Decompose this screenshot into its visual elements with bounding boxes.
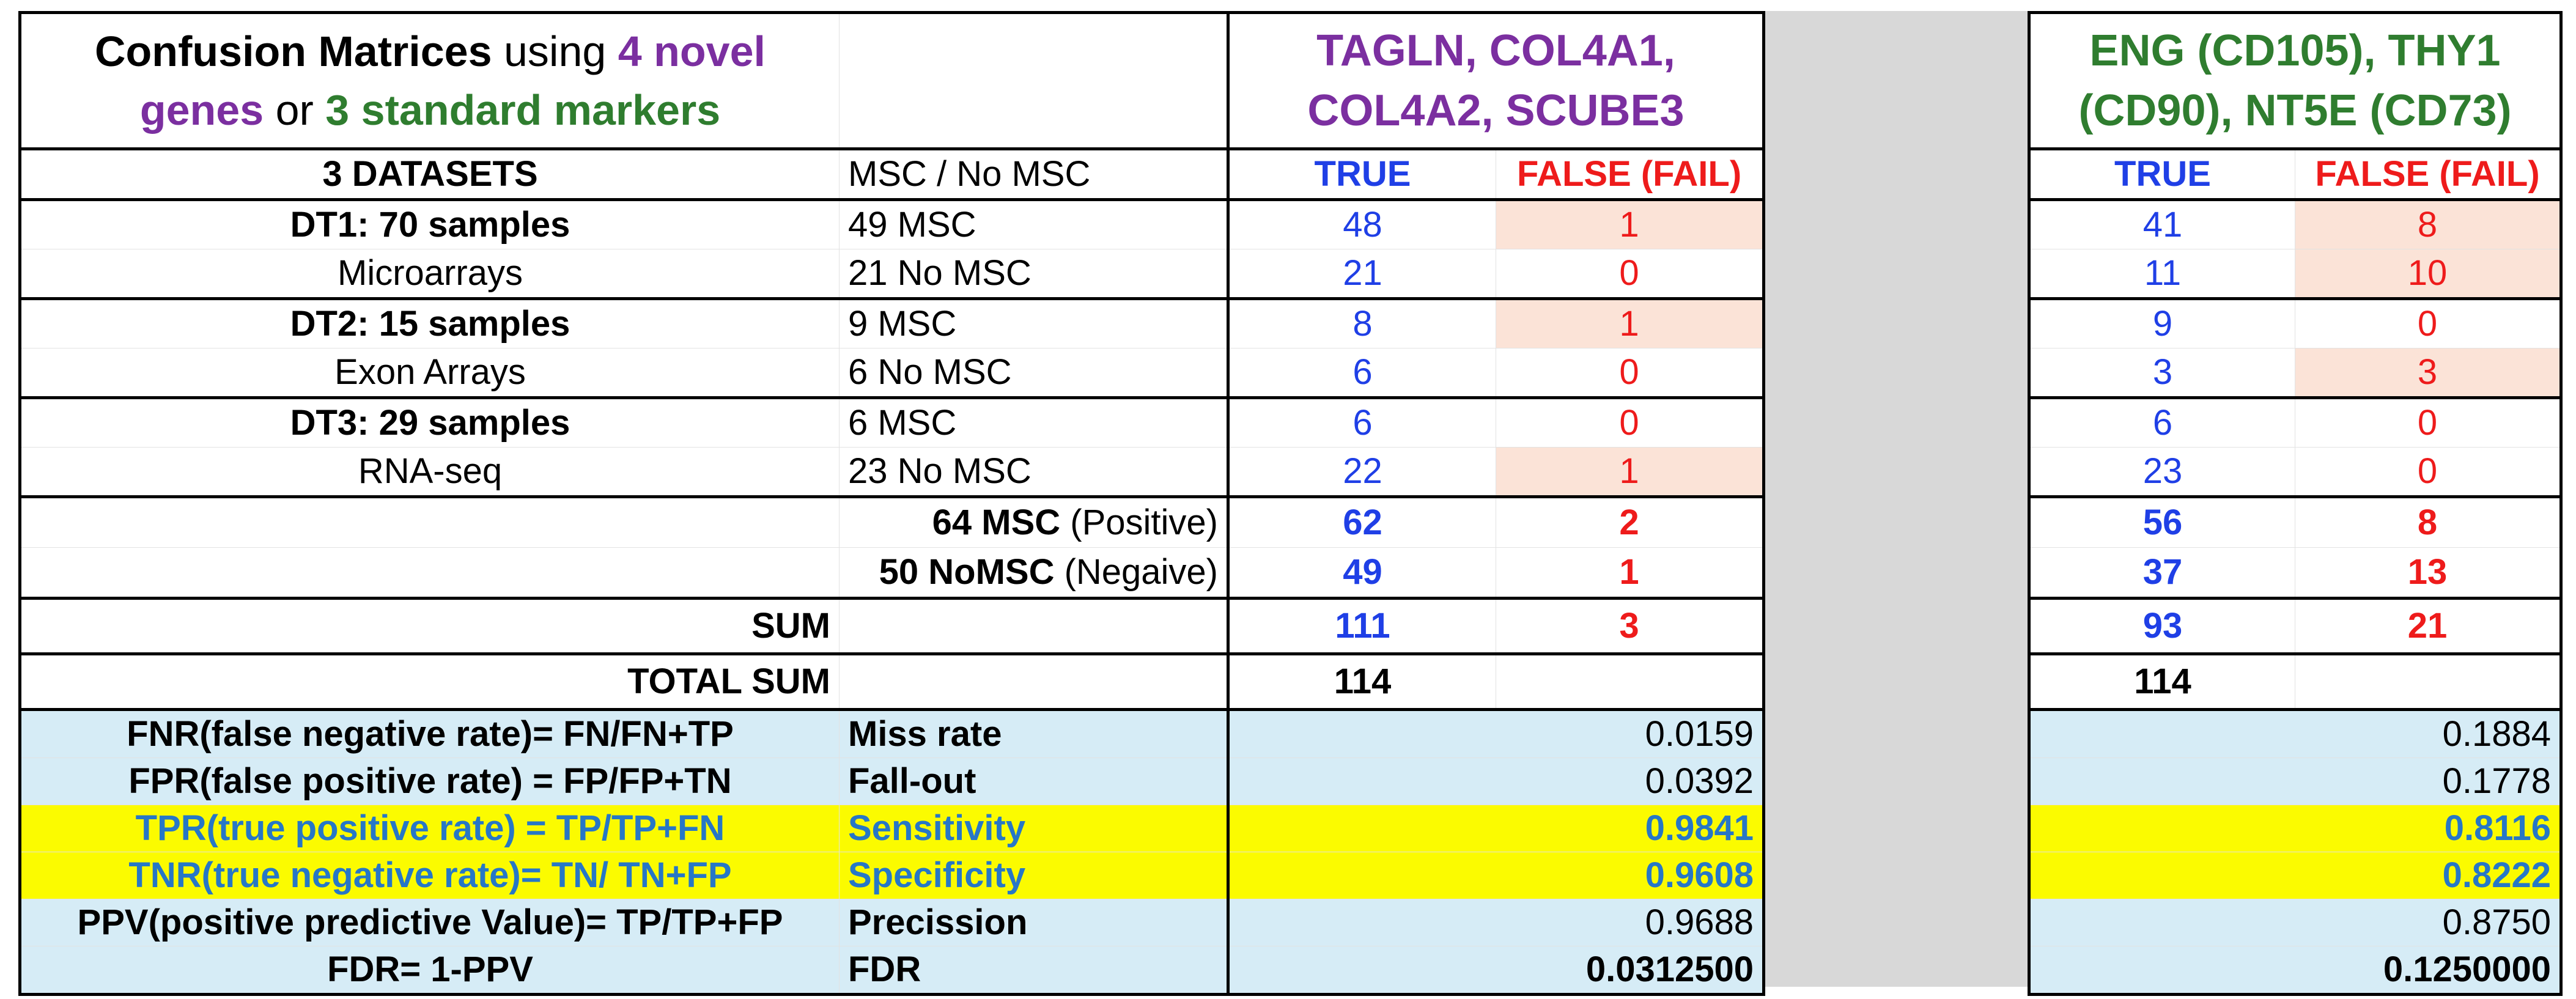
stat-formula: TPR(true positive rate) = TP/TP+FN	[18, 805, 840, 852]
panel-b-negative-false: 13	[2295, 547, 2563, 600]
blank-cell	[1496, 654, 1765, 711]
negative-total-label: 50 NoMSC (Negaive)	[839, 547, 1228, 600]
dataset-label: RNA-seq	[18, 447, 840, 498]
panel-a-false-value: 1	[1496, 199, 1765, 249]
panel-a-stat-value: 0.0159	[1227, 709, 1765, 758]
panel-a-true-value: 6	[1227, 348, 1496, 399]
blank-cell	[18, 547, 840, 600]
stat-formula: TNR(true negative rate)= TN/ TN+FP	[18, 852, 840, 899]
stat-formula: PPV(positive predictive Value)= TP/TP+FP	[18, 899, 840, 946]
panel-a-false-header: FALSE (FAIL)	[1496, 147, 1765, 201]
panel-a-true-value: 21	[1227, 249, 1496, 300]
panel-b-gene-list: ENG (CD105), THY1 (CD90), NT5E (CD73)	[2028, 11, 2563, 149]
panel-b-true-value: 9	[2028, 298, 2295, 348]
panel-b-false-value: 3	[2295, 348, 2563, 399]
blank-header-cell	[839, 11, 1228, 149]
panel-a-stat-value: 0.0312500	[1227, 946, 1765, 996]
stat-formula: FNR(false negative rate)= FN/FN+TP	[18, 709, 840, 758]
group-label: 49 MSC	[839, 199, 1228, 249]
dataset-label: Exon Arrays	[18, 348, 840, 399]
panel-a-false-value: 0	[1496, 348, 1765, 399]
panel-a-gene-list: TAGLN, COL4A1, COL4A2, SCUBE3	[1227, 11, 1765, 149]
panel-a-false-value: 0	[1496, 249, 1765, 300]
panel-a-negative-false: 1	[1496, 547, 1765, 600]
panel-b-sum-false: 21	[2295, 597, 2563, 655]
panel-a-stat-value: 0.9841	[1227, 805, 1765, 852]
total-sum-label: TOTAL SUM	[18, 654, 840, 711]
stat-formula: FDR= 1-PPV	[18, 946, 840, 996]
dataset-label: DT1: 70 samples	[18, 199, 840, 249]
panel-b-stat-value: 0.8750	[2028, 899, 2563, 946]
group-label: 9 MSC	[839, 298, 1228, 348]
panel-b-false-value: 0	[2295, 447, 2563, 498]
panel-a-true-value: 22	[1227, 447, 1496, 498]
panel-a-true-header: TRUE	[1227, 147, 1496, 201]
panel-b-sum-true: 93	[2028, 597, 2295, 655]
panel-a-true-value: 6	[1227, 397, 1496, 448]
panel-b-stat-value: 0.8222	[2028, 852, 2563, 899]
panel-b-true-value: 23	[2028, 447, 2295, 498]
panel-b-true-value: 3	[2028, 348, 2295, 399]
panel-b-positive-false: 8	[2295, 495, 2563, 548]
panel-b-true-value: 41	[2028, 199, 2295, 249]
panel-b-total-sum: 114	[2028, 654, 2295, 711]
blank-cell	[18, 495, 840, 548]
panel-b-stat-value: 0.1250000	[2028, 946, 2563, 996]
stat-name: Specificity	[839, 852, 1228, 899]
group-label: 6 No MSC	[839, 348, 1228, 399]
blank-cell	[2295, 654, 2563, 711]
panel-b-true-header: TRUE	[2028, 147, 2295, 201]
datasets-header: 3 DATASETS	[18, 147, 840, 201]
panel-a-false-value: 1	[1496, 298, 1765, 348]
panel-a-stat-value: 0.9688	[1227, 899, 1765, 946]
panel-b-true-value: 6	[2028, 397, 2295, 448]
panel-a-total-sum: 114	[1227, 654, 1496, 711]
panel-b-stat-value: 0.1778	[2028, 758, 2563, 805]
blank-cell	[839, 597, 1228, 655]
panel-separator	[1762, 11, 2028, 987]
panel-a-negative-true: 49	[1227, 547, 1496, 600]
panel-a-false-value: 1	[1496, 447, 1765, 498]
stat-name: Precission	[839, 899, 1228, 946]
panel-a-positive-true: 62	[1227, 495, 1496, 548]
panel-a-stat-value: 0.9608	[1227, 852, 1765, 899]
panel-b-true-value: 11	[2028, 249, 2295, 300]
panel-a-sum-true: 111	[1227, 597, 1496, 655]
panel-b-positive-true: 56	[2028, 495, 2295, 548]
dataset-label: DT2: 15 samples	[18, 298, 840, 348]
panel-a-positive-false: 2	[1496, 495, 1765, 548]
panel-a-true-value: 8	[1227, 298, 1496, 348]
panel-b-stat-value: 0.1884	[2028, 709, 2563, 758]
stat-name: Sensitivity	[839, 805, 1228, 852]
group-label: 21 No MSC	[839, 249, 1228, 300]
group-label: 23 No MSC	[839, 447, 1228, 498]
panel-b-negative-true: 37	[2028, 547, 2295, 600]
sum-label: SUM	[18, 597, 840, 655]
panel-a-stat-value: 0.0392	[1227, 758, 1765, 805]
panel-b-stat-value: 0.8116	[2028, 805, 2563, 852]
panel-b-false-header: FALSE (FAIL)	[2295, 147, 2563, 201]
stat-formula: FPR(false positive rate) = FP/FP+TN	[18, 758, 840, 805]
confusion-table-novel-genes: Confusion Matrices using 4 novel genes o…	[18, 11, 1765, 996]
blank-cell	[839, 654, 1228, 711]
panel-a-true-value: 48	[1227, 199, 1496, 249]
panel-b-false-value: 10	[2295, 249, 2563, 300]
panel-b-false-value: 0	[2295, 397, 2563, 448]
panel-a-false-value: 0	[1496, 397, 1765, 448]
panel-a-sum-false: 3	[1496, 597, 1765, 655]
dataset-label: DT3: 29 samples	[18, 397, 840, 448]
table-title: Confusion Matrices using 4 novel genes o…	[18, 11, 840, 149]
confusion-table-standard-markers: ENG (CD105), THY1 (CD90), NT5E (CD73) TR…	[2028, 11, 2563, 996]
group-label: 6 MSC	[839, 397, 1228, 448]
stat-name: Fall-out	[839, 758, 1228, 805]
stat-name: FDR	[839, 946, 1228, 996]
dataset-label: Microarrays	[18, 249, 840, 300]
panel-b-false-value: 8	[2295, 199, 2563, 249]
positive-total-label: 64 MSC (Positive)	[839, 495, 1228, 548]
panel-b-false-value: 0	[2295, 298, 2563, 348]
stat-name: Miss rate	[839, 709, 1228, 758]
group-header: MSC / No MSC	[839, 147, 1228, 201]
